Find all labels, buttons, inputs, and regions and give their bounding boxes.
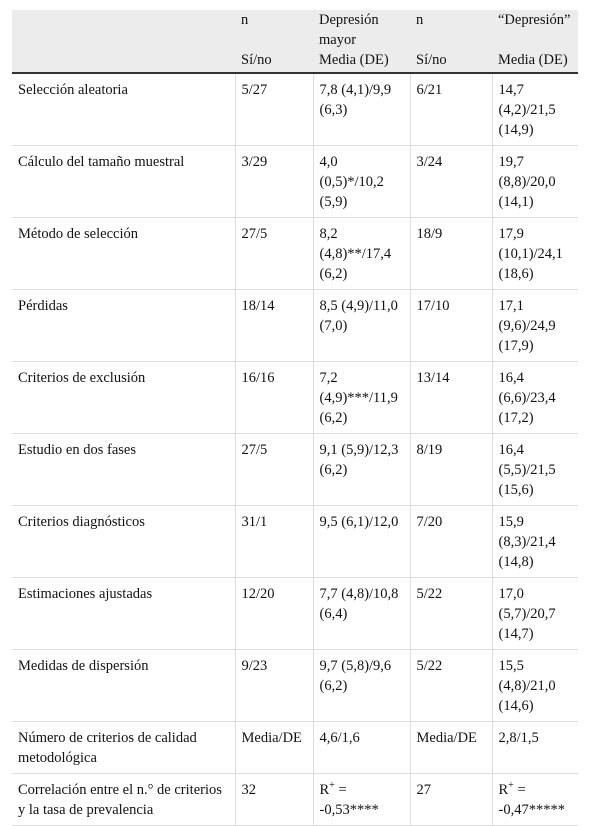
table-row: Correlación entre el n.° de criterios y … bbox=[12, 773, 578, 826]
table-cell: 31/1 bbox=[234, 505, 313, 578]
header-cell: n bbox=[410, 10, 492, 50]
header-cell bbox=[12, 50, 235, 74]
table-cell: 17,9 (10,1)/24,1 (18,6) bbox=[491, 217, 578, 290]
table-cell: 14,7 (4,2)/21,5 (14,9) bbox=[491, 73, 578, 146]
table-cell: 27/5 bbox=[234, 217, 313, 290]
table-cell: 7,8 (4,1)/9,9 (6,3) bbox=[312, 73, 410, 146]
cell-text: R bbox=[319, 782, 330, 798]
table-cell: 9,5 (6,1)/12,0 bbox=[312, 505, 410, 578]
header-subcell: Sí/no bbox=[410, 50, 492, 74]
table-cell: Criterios diagnósticos bbox=[12, 505, 235, 578]
data-table: n Depresión mayor n “Depresión” Sí/no Media … bbox=[12, 10, 578, 826]
table-row: Criterios diagnósticos 31/1 9,5 (6,1)/12,0… bbox=[12, 505, 578, 578]
table-cell: Estimaciones ajustadas bbox=[12, 577, 235, 650]
table-cell: 9,7 (5,8)/9,6 (6,2) bbox=[312, 649, 410, 722]
table-cell: 13/14 bbox=[409, 361, 492, 434]
header-subcell: Media (DE) bbox=[313, 50, 410, 74]
table-cell: 15,9 (8,3)/21,4 (14,8) bbox=[491, 505, 578, 578]
table-cell: 15,5 (4,8)/21,0 (14,6) bbox=[491, 649, 578, 722]
cell-text: = -0,47***** bbox=[498, 782, 565, 818]
cell-text: = -0,53**** bbox=[319, 782, 379, 818]
table-row: Número de criterios de calidad metodológ… bbox=[12, 721, 578, 774]
table-cell: 17/10 bbox=[409, 289, 492, 362]
table-cell: 19,7 (8,8)/20,0 (14,1) bbox=[491, 145, 578, 218]
table-header: n Depresión mayor n “Depresión” Sí/no Media … bbox=[12, 10, 578, 74]
table-cell: R+ = -0,47***** bbox=[491, 773, 578, 826]
cell-text: R bbox=[498, 782, 509, 798]
table-cell: Medidas de dispersión bbox=[12, 649, 235, 722]
table-cell: 12/20 bbox=[234, 577, 313, 650]
table-cell: 5/22 bbox=[409, 577, 492, 650]
table-cell: 9/23 bbox=[234, 649, 313, 722]
table-cell: 16,4 (6,6)/23,4 (17,2) bbox=[491, 361, 578, 434]
table-row: Estimaciones ajustadas 12/20 7,7 (4,8)/10,… bbox=[12, 577, 578, 650]
table-cell: 5/27 bbox=[234, 73, 313, 146]
header-cell bbox=[12, 10, 235, 50]
table-cell: 18/14 bbox=[234, 289, 313, 362]
table-cell: Pérdidas bbox=[12, 289, 235, 362]
table-row: Método de selección 27/5 8,2 (4,8)**/17,4 … bbox=[12, 217, 578, 290]
table-cell: 7,2 (4,9)***/11,9 (6,2) bbox=[312, 361, 410, 434]
table-cell: Criterios de exclusión bbox=[12, 361, 235, 434]
table-cell: 4,6/1,6 bbox=[312, 721, 410, 774]
table-row: Selección aleatoria 5/27 7,8 (4,1)/9,9 (6,… bbox=[12, 73, 578, 146]
table-cell: Correlación entre el n.° de criterios y … bbox=[12, 773, 235, 826]
table-cell: 7,7 (4,8)/10,8 (6,4) bbox=[312, 577, 410, 650]
table-cell: 27 bbox=[409, 773, 492, 826]
table-cell: 6/21 bbox=[409, 73, 492, 146]
table-cell: 5/22 bbox=[409, 649, 492, 722]
table-cell: Estudio en dos fases bbox=[12, 433, 235, 506]
table-body: Selección aleatoria 5/27 7,8 (4,1)/9,9 (6,… bbox=[12, 73, 578, 826]
table-cell: 17,1 (9,6)/24,9 (17,9) bbox=[491, 289, 578, 362]
table-cell: 8,2 (4,8)**/17,4 (6,2) bbox=[312, 217, 410, 290]
table-cell: 18/9 bbox=[409, 217, 492, 290]
table-cell: 2,8/1,5 bbox=[491, 721, 578, 774]
table-cell: Media/DE bbox=[409, 721, 492, 774]
table-cell: 7/20 bbox=[409, 505, 492, 578]
table-row: Criterios de exclusión 16/16 7,2 (4,9)***/… bbox=[12, 361, 578, 434]
table-row: Pérdidas 18/14 8,5 (4,9)/11,0 (7,0) 17/10 17… bbox=[12, 289, 578, 362]
table-cell: R+ = -0,53**** bbox=[312, 773, 410, 826]
header-cell: n bbox=[235, 10, 313, 50]
table-cell: 8,5 (4,9)/11,0 (7,0) bbox=[312, 289, 410, 362]
table-row: Estudio en dos fases 27/5 9,1 (5,9)/12,3 (… bbox=[12, 433, 578, 506]
table-cell: 32 bbox=[234, 773, 313, 826]
superscript: + bbox=[329, 780, 335, 792]
table-cell: 16,4 (5,5)/21,5 (15,6) bbox=[491, 433, 578, 506]
header-subcell: Media (DE) bbox=[492, 50, 578, 74]
table-cell: 3/29 bbox=[234, 145, 313, 218]
table-cell: Selección aleatoria bbox=[12, 73, 235, 146]
table-cell: 16/16 bbox=[234, 361, 313, 434]
table-cell: 9,1 (5,9)/12,3 (6,2) bbox=[312, 433, 410, 506]
table-cell: Media/DE bbox=[234, 721, 313, 774]
table-cell: 8/19 bbox=[409, 433, 492, 506]
table-cell: Número de criterios de calidad metodológ… bbox=[12, 721, 235, 774]
superscript: + bbox=[508, 780, 514, 792]
table-cell: 17,0 (5,7)/20,7 (14,7) bbox=[491, 577, 578, 650]
table-cell: 27/5 bbox=[234, 433, 313, 506]
header-cell: Depresión mayor bbox=[313, 10, 410, 50]
header-cell: “Depresión” bbox=[492, 10, 578, 50]
table-row: Medidas de dispersión 9/23 9,7 (5,8)/9,6 (… bbox=[12, 649, 578, 722]
table-row: Cálculo del tamaño muestral 3/29 4,0 (0,5)… bbox=[12, 145, 578, 218]
table-cell: 4,0 (0,5)*/10,2 (5,9) bbox=[312, 145, 410, 218]
header-subcell: Sí/no bbox=[235, 50, 313, 74]
table-cell: 3/24 bbox=[409, 145, 492, 218]
table-cell: Método de selección bbox=[12, 217, 235, 290]
table-cell: Cálculo del tamaño muestral bbox=[12, 145, 235, 218]
